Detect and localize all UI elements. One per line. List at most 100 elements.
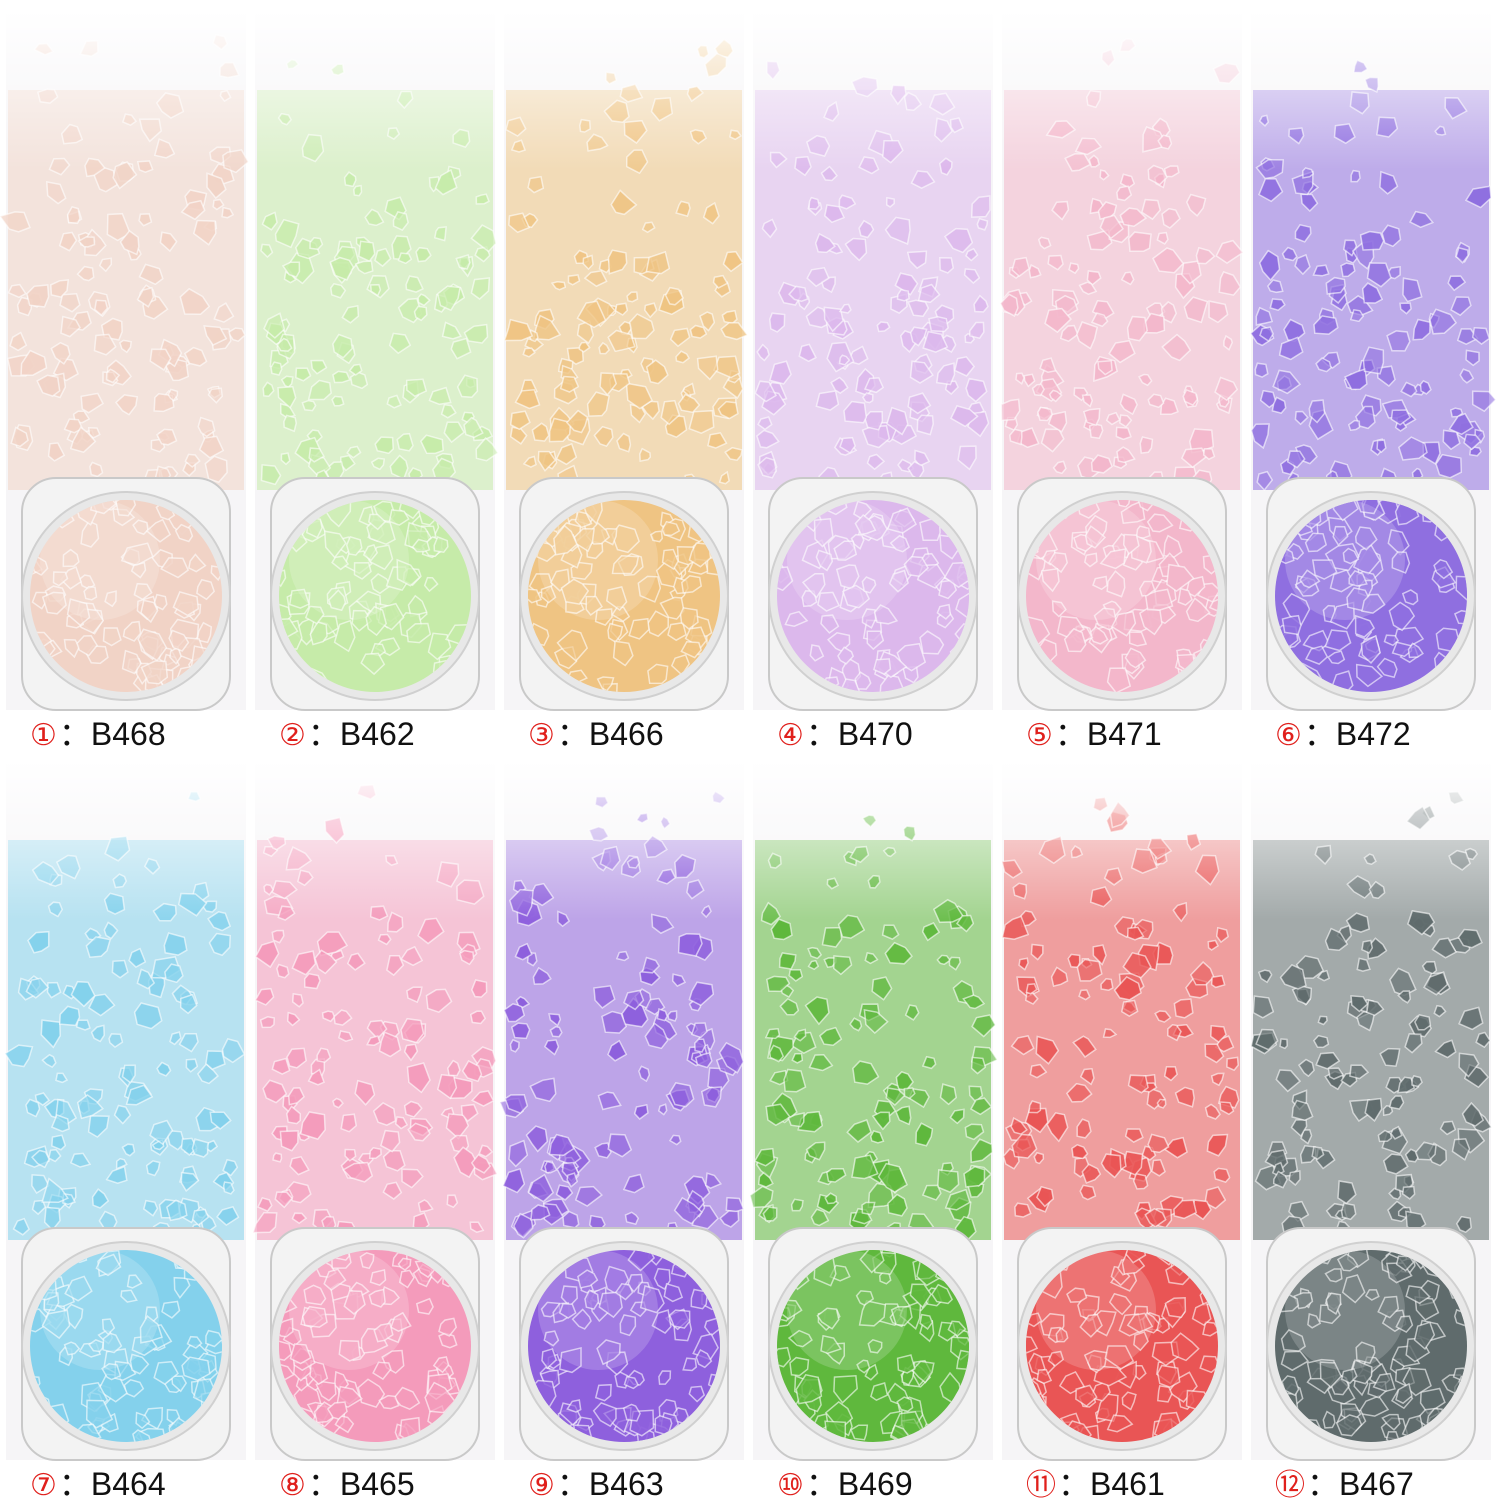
crystal-chip (263, 312, 286, 339)
crystal-chip (817, 591, 841, 612)
crystal-chip (854, 513, 877, 536)
crystal-chip (1088, 423, 1104, 440)
crystal-chip (1433, 1004, 1447, 1018)
crystal-chip (1147, 1133, 1170, 1154)
crystal-chip (436, 1073, 458, 1100)
crystal-chip (1093, 1365, 1128, 1387)
crystal-chip (358, 240, 376, 263)
crystal-chip (460, 1103, 479, 1123)
crystal-chip (308, 447, 325, 463)
crystal-chip (1068, 262, 1080, 275)
crystal-chip (787, 1112, 805, 1128)
crystal-chip (555, 1184, 574, 1201)
crystal-chip (406, 1062, 431, 1094)
crystal-chip (936, 954, 952, 966)
crystal-chip (50, 279, 70, 298)
crystal-chip (1414, 1014, 1432, 1031)
crystal-chip (370, 457, 386, 471)
crystal-chip (60, 315, 81, 338)
crystal-chip (80, 392, 104, 414)
crystal-chip (1048, 551, 1069, 574)
crystal-chip (413, 305, 428, 322)
crystal-chip (423, 576, 439, 593)
crystal-chip (463, 416, 484, 439)
number-marker: ⑥ (1275, 718, 1302, 753)
panel: ⑥：B472 (1249, 10, 1497, 753)
crystal-chip (849, 1017, 863, 1032)
crystal-chip (63, 418, 84, 434)
crystal-chip (1463, 433, 1482, 451)
crystal-chip (896, 288, 910, 302)
crystal-chip (673, 1196, 703, 1225)
crystal-chip (594, 1142, 612, 1159)
crystal-chip (331, 555, 350, 571)
crystal-chip (544, 1160, 558, 1174)
crystal-chip (279, 1317, 294, 1338)
crystal-chip (906, 250, 928, 270)
crystal-chip (191, 1208, 210, 1227)
crystal-chip (291, 993, 304, 1008)
crystal-chip (1147, 393, 1165, 409)
crystal-chip (696, 355, 719, 381)
crystal-chip (1029, 1063, 1048, 1079)
crystal-chip (1084, 525, 1107, 549)
crystal-chip (1099, 169, 1110, 181)
crystal-chip (1288, 1170, 1301, 1187)
crystal-chip (504, 1094, 529, 1114)
crystal-chip (888, 569, 909, 593)
crystal-chip (1377, 1295, 1400, 1319)
crystal-chip (555, 442, 578, 466)
crystal-chip (396, 558, 421, 587)
crystal-chip (114, 394, 139, 416)
crystal-chip (64, 1275, 93, 1302)
crystal-chip (1226, 1056, 1239, 1072)
crystal-chip (876, 321, 891, 333)
crystal-chip (1372, 1372, 1396, 1392)
crystal-chip (334, 1415, 355, 1434)
crystal-chip (757, 456, 777, 479)
crystal-chip (515, 995, 531, 1009)
crystal-chip (382, 1181, 403, 1200)
crystal-chip (41, 591, 67, 615)
panel: ②：B462 (255, 10, 499, 753)
crystal-chip (101, 1363, 122, 1381)
crystal-chip (453, 1146, 478, 1179)
crystal-chip (944, 1188, 971, 1211)
crystal-chip (209, 1111, 232, 1130)
crystal-chip (1071, 1143, 1089, 1160)
crystal-chip (594, 1383, 612, 1402)
crystal-chip (558, 1302, 577, 1319)
crystal-chip (206, 172, 227, 200)
crystal-chip (1336, 1253, 1359, 1272)
crystal-chip (58, 1005, 81, 1027)
crystal-chip (558, 1346, 582, 1374)
crystal-chip (1116, 185, 1133, 202)
crystal-chip (955, 590, 969, 621)
crystal-chip (88, 1339, 104, 1353)
crystal-chip (170, 1375, 188, 1393)
crystal-chip (185, 1058, 199, 1073)
crystal-chip (1011, 1133, 1038, 1159)
crystal-chip (186, 1335, 203, 1349)
crystal-chip (95, 1253, 122, 1277)
crystal-chip (121, 649, 142, 675)
crystal-chip (1324, 629, 1352, 652)
crystal-chip (1399, 302, 1412, 315)
crystal-chip (1340, 262, 1356, 278)
crystal-chip (1332, 525, 1349, 547)
crystal-chip (469, 1010, 487, 1025)
crystal-chip (607, 249, 628, 275)
crystal-chip (307, 1068, 325, 1086)
fade (255, 760, 495, 920)
crystal-chip (1308, 399, 1326, 424)
crystal-chip (943, 227, 974, 254)
crystal-chip (607, 1133, 633, 1158)
crystal-chip (280, 452, 291, 466)
crystal-chip (1291, 985, 1313, 1006)
highlight (40, 1250, 160, 1370)
crystal-chip (1144, 1207, 1167, 1228)
crystal-chip (93, 299, 109, 317)
crystal-chip (50, 341, 71, 365)
crystal-chip (815, 390, 840, 411)
crystal-chip (861, 576, 877, 594)
